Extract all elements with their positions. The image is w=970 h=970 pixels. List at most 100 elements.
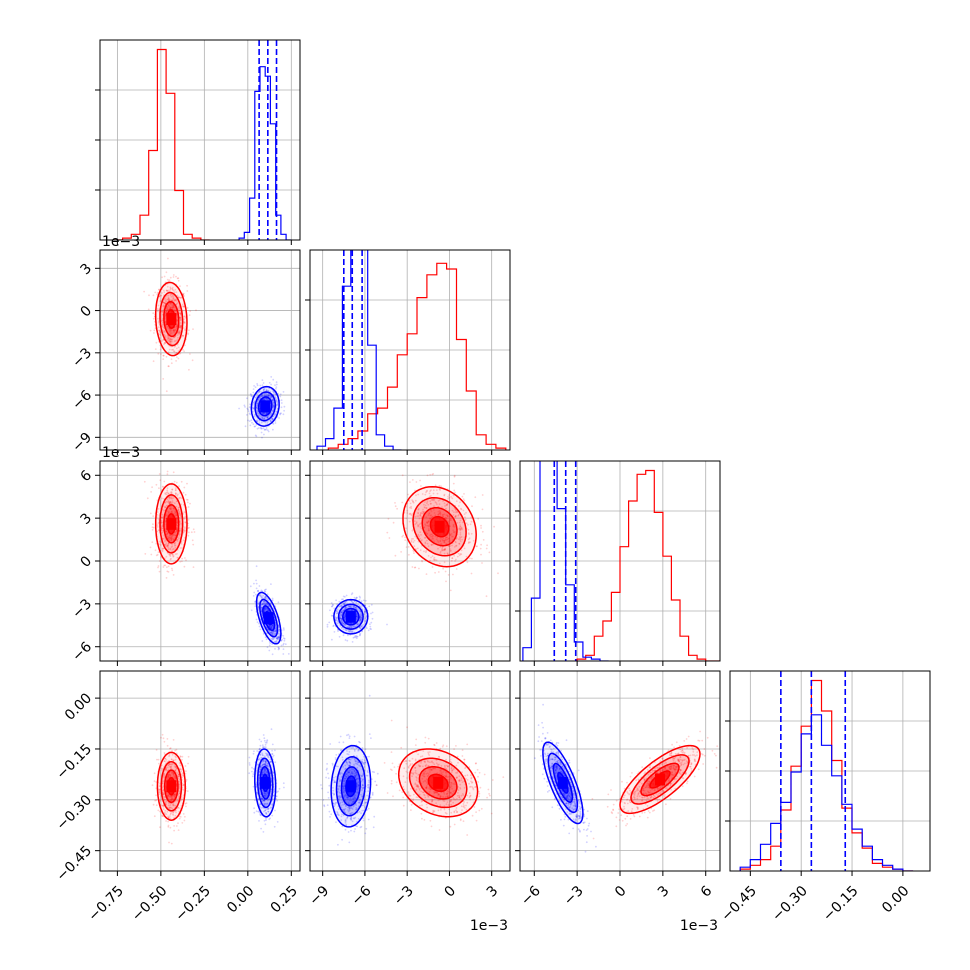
scatter-point [450, 560, 453, 562]
scatter-point [179, 807, 182, 810]
scatter-point [458, 554, 461, 557]
scatter-point [179, 560, 182, 563]
scatter-point [171, 799, 174, 802]
scatter-point [262, 382, 265, 384]
scatter-point [464, 518, 467, 521]
scatter-point [155, 341, 158, 344]
scatter-point [331, 638, 333, 641]
scatter-point [424, 493, 427, 496]
scatter-point [430, 510, 433, 513]
scatter-point [162, 538, 165, 540]
scatter-point [173, 329, 176, 331]
scatter-point [436, 536, 439, 539]
scatter-point [169, 773, 171, 776]
scatter-point [264, 608, 266, 610]
scatter-point [169, 342, 172, 344]
scatter-point [412, 541, 415, 543]
scatter-point [172, 350, 175, 353]
scatter-point [155, 781, 158, 783]
scatter-point [268, 626, 271, 628]
scatter-point [176, 529, 178, 531]
scatter-point [440, 542, 442, 545]
scatter-point [179, 319, 182, 322]
scatter-point [280, 639, 283, 642]
scatter-point [179, 768, 181, 771]
scatter-point [348, 605, 350, 608]
scatter-point [363, 613, 366, 615]
scatter-point [157, 352, 160, 355]
panel-3-3: −0.45 −0.30 −0.15 0.00 [718, 670, 931, 925]
scatter-point [167, 774, 170, 776]
scatter-point [185, 805, 187, 808]
scatter-point [184, 765, 187, 767]
scatter-point [259, 384, 262, 387]
scatter-point [455, 541, 457, 544]
scatter-point [268, 624, 271, 627]
scatter-point [167, 794, 170, 796]
scatter-point [257, 412, 259, 415]
scatter-point [271, 753, 273, 755]
scatter-point [269, 396, 272, 399]
scatter-point [173, 336, 176, 339]
scatter-point [171, 548, 174, 551]
scatter-point [275, 399, 277, 401]
scatter-point [441, 549, 444, 552]
scatter-point [170, 539, 173, 542]
scatter-point [247, 419, 249, 422]
scatter-point [349, 631, 352, 633]
scatter-point [259, 426, 262, 429]
scatter-point [166, 778, 168, 780]
scatter-point [167, 820, 170, 823]
scatter-point [177, 332, 179, 335]
scatter-point [416, 515, 418, 517]
scatter-point [336, 611, 339, 613]
scatter-point [170, 798, 173, 801]
scatter-point [416, 547, 419, 550]
scatter-point [272, 423, 275, 425]
scatter-point [275, 629, 277, 632]
scatter-point [265, 817, 267, 820]
scatter-point [166, 491, 169, 494]
scatter-point [263, 428, 266, 431]
scatter-point [167, 338, 170, 340]
scatter-point [449, 519, 451, 521]
scatter-point [168, 554, 171, 556]
scatter-point [264, 608, 266, 610]
scatter-point [259, 628, 262, 631]
scatter-point [267, 765, 270, 768]
scatter-point [169, 798, 172, 801]
scatter-point [434, 501, 437, 503]
scatter-point [260, 798, 263, 800]
scatter-point [159, 294, 162, 297]
scatter-point [265, 596, 267, 599]
scatter-point [480, 527, 482, 529]
scatter-point [267, 414, 270, 417]
scatter-point [459, 528, 462, 530]
scatter-point [270, 631, 272, 634]
scatter-point [353, 600, 356, 603]
scatter-point [249, 403, 252, 406]
scatter-point [427, 529, 430, 532]
scatter-point [158, 791, 161, 794]
scatter-point [174, 532, 176, 534]
scatter-point [258, 414, 261, 417]
scatter-point [268, 644, 271, 647]
scatter-point [263, 388, 265, 391]
scatter-point [265, 412, 268, 415]
scatter-point [282, 637, 285, 639]
scatter-point [167, 304, 170, 306]
scatter-point [177, 829, 180, 831]
scatter-point [274, 749, 276, 752]
scatter-point [440, 549, 443, 551]
scatter-point [166, 570, 169, 573]
scatter-point [176, 774, 179, 777]
scatter-point [165, 289, 168, 292]
scatter-point [461, 495, 464, 498]
scatter-point [193, 531, 196, 533]
scatter-point [178, 780, 181, 783]
scatter-point [149, 329, 152, 332]
scatter-point [253, 401, 256, 404]
scatter-point [182, 491, 185, 494]
scatter-point [350, 626, 353, 629]
scatter-point [162, 808, 165, 810]
